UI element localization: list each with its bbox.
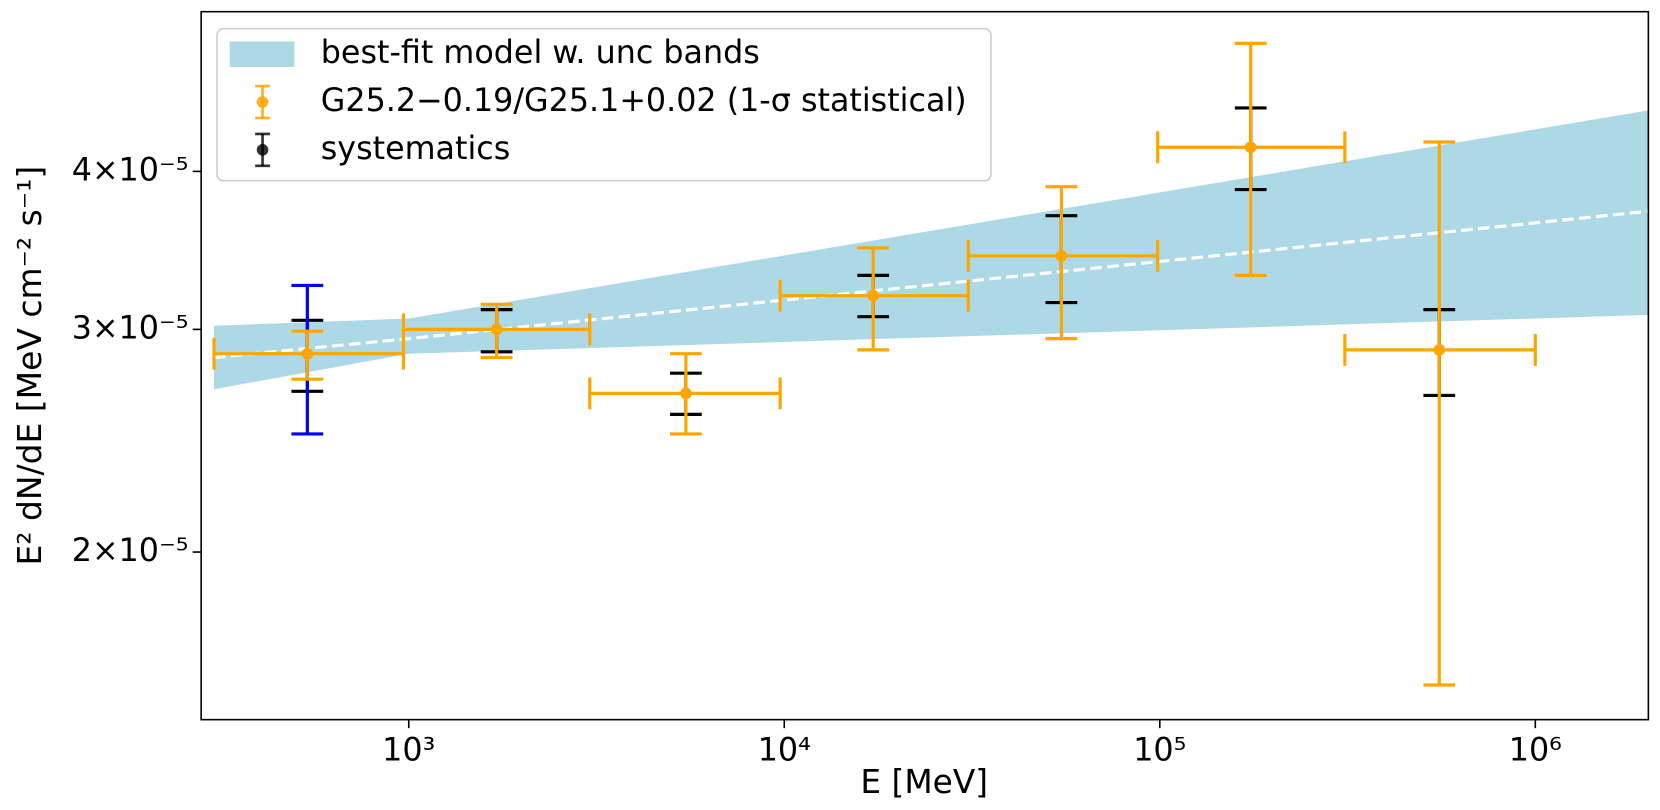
legend-frame: [216, 27, 992, 182]
data-point: [1433, 344, 1446, 356]
data-point: [867, 289, 880, 302]
legend: best-fit model w. unc bands G25.2−0.19/G2…: [216, 27, 992, 182]
data-point: [490, 323, 503, 336]
legend-label: systematics: [321, 129, 511, 167]
legend-swatch: [229, 41, 295, 67]
y-tick-label: 4×10⁻⁵: [72, 150, 189, 188]
plot-area: [212, 41, 1649, 687]
x-axis-label: E [MeV]: [860, 762, 988, 801]
model-band: [214, 110, 1649, 390]
data-point: [680, 387, 692, 400]
x-tick-label: 10⁶: [1509, 730, 1562, 768]
legend-label: G25.2−0.19/G25.1+0.02 (1-σ statistical): [321, 81, 967, 119]
data-point: [1055, 249, 1068, 262]
x-tick-label: 10⁵: [1133, 730, 1186, 768]
y-axis-label: E² dN/dE [MeV cm⁻² s⁻¹]: [10, 166, 49, 566]
legend-swatch: [256, 144, 269, 156]
x-tick-label: 10³: [382, 730, 435, 768]
legend-swatch: [256, 96, 269, 108]
model-line: [213, 209, 1649, 360]
data-point: [301, 347, 314, 360]
y-tick-label: 3×10⁻⁵: [72, 308, 189, 346]
y-tick-label: 2×10⁻⁵: [72, 531, 189, 569]
legend-label: best-fit model w. unc bands: [321, 33, 760, 71]
x-tick-label: 10⁴: [758, 730, 811, 768]
data-point: [1244, 141, 1257, 154]
axes-frame: [200, 10, 1650, 721]
